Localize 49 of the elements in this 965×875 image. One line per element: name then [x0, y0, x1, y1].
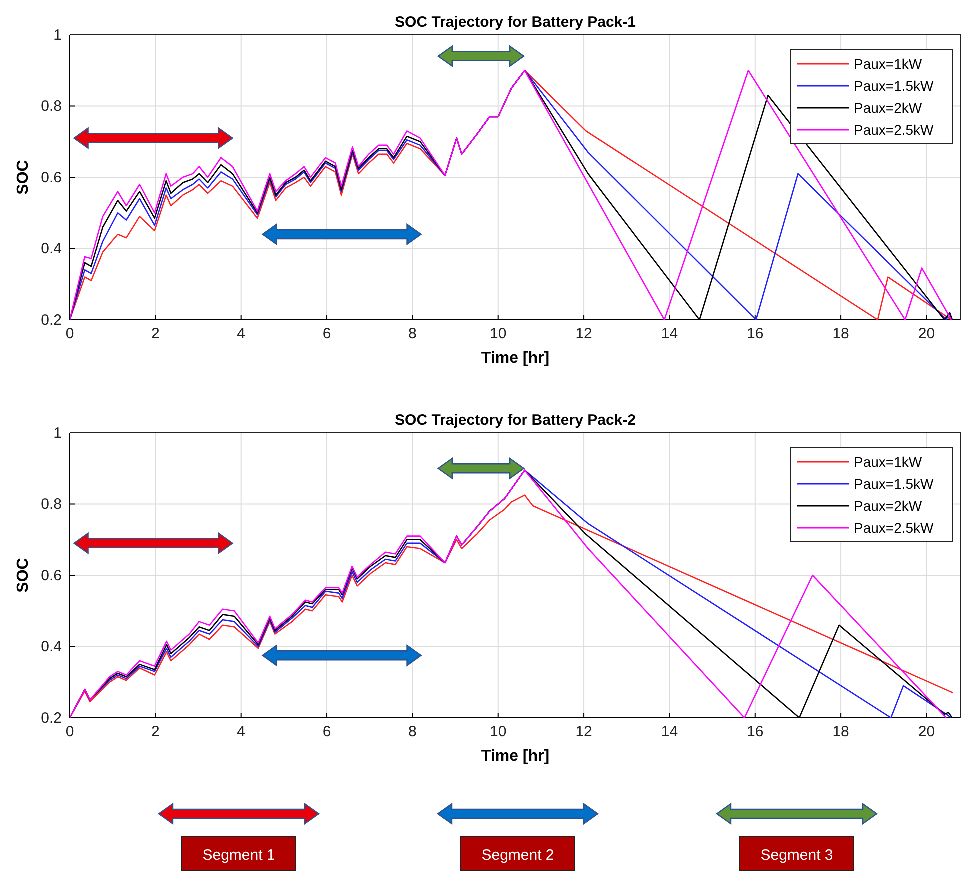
y-tick-label: 0.2	[41, 312, 62, 329]
x-tick-label: 6	[322, 724, 332, 741]
chart-title: SOC Trajectory for Battery Pack-1	[395, 14, 636, 31]
x-tick-label: 16	[747, 326, 764, 343]
x-tick-label: 18	[832, 326, 850, 343]
y-tick-label: 0.4	[41, 638, 62, 656]
y-tick-label: 1	[54, 424, 62, 442]
x-tick-label: 0	[66, 326, 74, 343]
y-tick-label: 0.2	[41, 710, 62, 727]
x-axis-title: Time [hr]	[481, 748, 550, 765]
x-tick-label: 18	[832, 724, 850, 741]
x-tick-label: 10	[490, 326, 507, 343]
y-tick-label: 0.6	[41, 567, 62, 584]
x-tick-label: 20	[918, 724, 936, 741]
x-tick-label: 2	[152, 326, 160, 343]
y-tick-label: 0.4	[41, 240, 62, 258]
y-tick-label: 1	[54, 26, 62, 44]
x-tick-label: 14	[661, 724, 678, 741]
legend-label: Paux=2kW	[854, 100, 923, 116]
legend-label: Paux=1.5kW	[854, 476, 935, 492]
x-axis-title: Time [hr]	[481, 350, 550, 367]
legend-label: Paux=2.5kW	[854, 122, 935, 138]
y-tick-label: 0.8	[41, 98, 62, 116]
x-tick-label: 14	[661, 326, 678, 343]
chart-title: SOC Trajectory for Battery Pack-2	[395, 412, 636, 429]
text: Segment 1	[202, 847, 276, 864]
legend-label: Paux=2kW	[854, 498, 923, 514]
y-tick-label: 0.6	[41, 169, 62, 186]
text: Segment 2	[482, 847, 554, 864]
x-tick-label: 16	[747, 724, 764, 741]
x-tick-label: 10	[490, 724, 507, 741]
x-tick-label: 6	[322, 326, 332, 343]
legend-label: Paux=1.5kW	[854, 78, 935, 94]
y-axis-title: SOC	[15, 558, 32, 593]
x-tick-label: 8	[408, 724, 417, 741]
legend-label: Paux=2.5kW	[854, 520, 935, 536]
x-tick-label: 20	[918, 326, 936, 343]
legend-label: Paux=1kW	[854, 454, 923, 470]
legend-label: Paux=1kW	[854, 56, 923, 72]
x-tick-label: 8	[408, 326, 417, 343]
x-tick-label: 4	[237, 724, 246, 741]
x-tick-label: 12	[576, 326, 592, 343]
x-tick-label: 4	[237, 326, 246, 343]
y-axis-title: SOC	[15, 160, 32, 195]
x-tick-label: 2	[152, 724, 160, 741]
text: Segment 3	[760, 847, 834, 864]
x-tick-label: 0	[66, 724, 74, 741]
x-tick-label: 12	[576, 724, 592, 741]
y-tick-label: 0.8	[41, 496, 62, 514]
